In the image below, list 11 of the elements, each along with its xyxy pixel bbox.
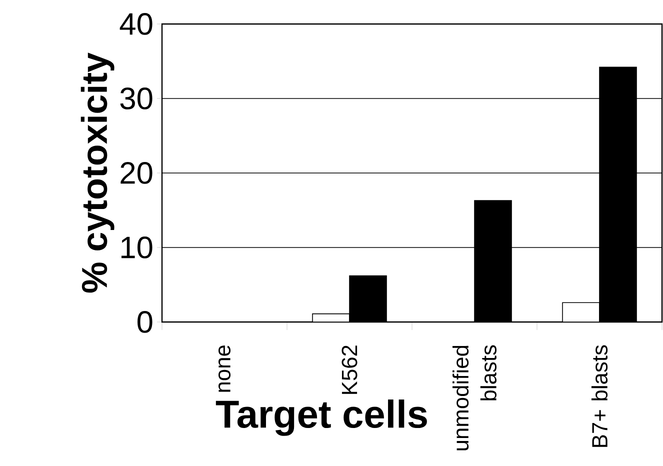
x-axis-title: Target cells	[216, 400, 427, 436]
x-tick-label: B7+ blasts	[591, 345, 608, 447]
y-tick-label: 0	[138, 311, 152, 333]
y-tick-label: 10	[121, 236, 152, 258]
x-tick-label: K562	[342, 346, 358, 394]
y-tick-label: 20	[120, 162, 152, 184]
y-tick-label: 40	[120, 13, 152, 35]
y-axis-title: % cytotoxicity	[80, 52, 114, 293]
x-tick-label: none	[218, 345, 231, 392]
y-tick-label: 30	[120, 88, 152, 110]
x-tick-label: unmodified blasts	[452, 345, 497, 450]
